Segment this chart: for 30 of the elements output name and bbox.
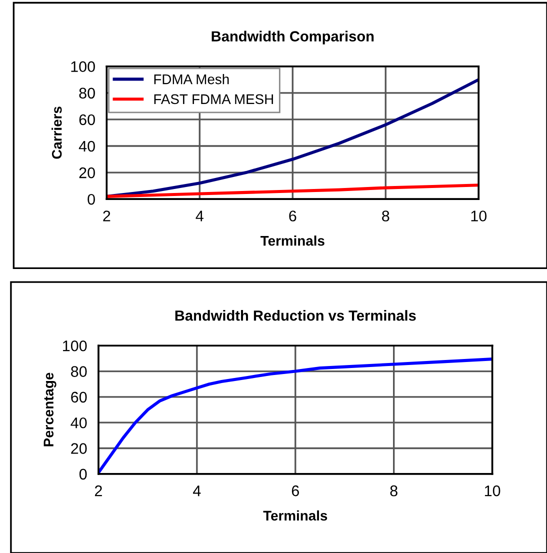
x-tick-label: 4 [193,486,201,496]
x-tick-label: 8 [382,210,390,222]
x-tick-label: 8 [390,485,398,496]
legend-label: FAST FDMA MESH [154,94,273,104]
x-tick-label: 6 [292,485,299,496]
chart-title: Bandwidth Comparison [212,30,374,44]
x-axis-title: Terminals [263,510,328,521]
y-tick-label: 40 [70,417,87,428]
y-tick-label: 100 [63,340,87,352]
legend-label: FDMA Mesh [154,74,229,84]
x-tick-label: 10 [484,485,500,496]
y-tick-label: 60 [79,114,95,126]
y-tick-label: 80 [79,88,95,99]
y-tick-label: 20 [79,167,95,178]
x-tick-label: 10 [471,210,487,222]
y-tick-label: 0 [88,194,95,205]
y-tick-label: 60 [71,392,87,403]
x-tick-label: 2 [103,210,110,222]
y-axis-title: Percentage [44,372,56,446]
y-tick-label: 40 [78,140,95,152]
y-tick-label: 0 [79,468,87,480]
x-axis-title: Terminals [260,236,324,246]
y-axis-title: Carriers [52,106,62,159]
chart-title: Bandwidth Reduction vs Terminals [175,310,416,321]
x-tick-label: 6 [289,210,296,222]
y-tick-label: 100 [71,61,95,72]
y-tick-label: 20 [71,443,87,454]
y-tick-label: 80 [71,366,87,377]
x-tick-label: 2 [94,485,102,496]
x-tick-label: 4 [196,210,204,222]
